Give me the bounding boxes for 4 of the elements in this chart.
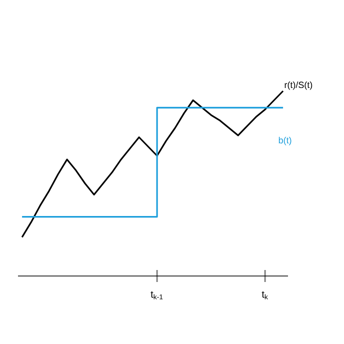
text: b(t) xyxy=(278,136,292,146)
series-label: r(t)/S(t) xyxy=(284,81,312,90)
x-tick-label: t$_{k}$ xyxy=(262,291,268,300)
x-tick-label: t$_{k-1}$ xyxy=(150,291,163,300)
